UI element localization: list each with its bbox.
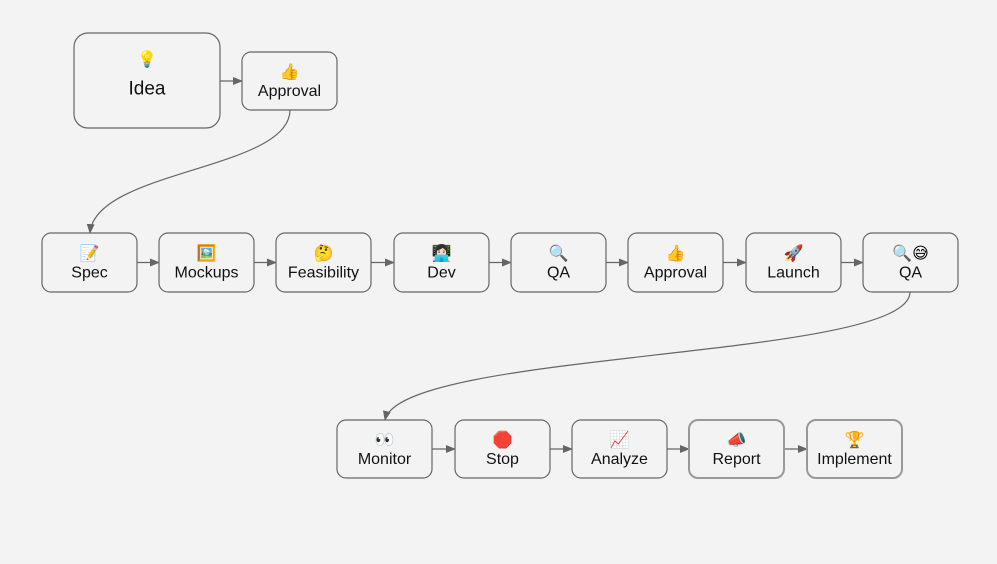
chart-increasing-icon: 📈: [610, 430, 630, 449]
eyes-icon: 👀: [375, 430, 395, 449]
thumbs-up-icon: 👍: [666, 244, 686, 263]
node-mockups[interactable]: 🖼️ Mockups: [158, 232, 255, 293]
node-qa2[interactable]: 🔍😅 QA: [862, 232, 959, 293]
node-box: [241, 51, 338, 111]
node-box: [275, 232, 372, 293]
node-label: Dev: [427, 265, 455, 282]
node-box: [393, 232, 490, 293]
node-stop[interactable]: 🛑 Stop: [454, 419, 551, 479]
trophy-icon: 🏆: [845, 430, 865, 449]
memo-icon: 📝: [80, 244, 100, 263]
node-launch[interactable]: 🚀 Launch: [745, 232, 842, 293]
node-box: [627, 232, 724, 293]
node-box: [336, 419, 433, 479]
node-label: Approval: [258, 83, 321, 100]
node-box: [158, 232, 255, 293]
node-label: Mockups: [174, 265, 238, 282]
node-box: [688, 419, 785, 479]
node-analyze[interactable]: 📈 Analyze: [571, 419, 668, 479]
node-box: [806, 419, 903, 479]
node-box: [862, 232, 959, 293]
node-approval2[interactable]: 👍 Approval: [627, 232, 724, 293]
framed-picture-icon: 🖼️: [197, 244, 217, 263]
node-dev[interactable]: 👩🏻‍💻 Dev: [393, 232, 490, 293]
node-label: Implement: [817, 451, 892, 468]
thumbs-up-icon: 👍: [280, 62, 300, 81]
node-spec[interactable]: 📝 Spec: [41, 232, 138, 293]
edge-qa2-to-monitor: [383, 291, 911, 421]
stop-sign-icon: 🛑: [493, 430, 513, 449]
edge-approval1-to-spec: [86, 109, 291, 234]
node-label: QA: [899, 265, 922, 282]
magnifying-glass-sweat-smile-icon: 🔍😅: [892, 243, 929, 263]
node-box: [510, 232, 607, 293]
node-report[interactable]: 📣 Report: [688, 419, 785, 479]
magnifying-glass-icon: 🔍: [549, 243, 569, 263]
node-label: Idea: [129, 79, 166, 100]
node-qa1[interactable]: 🔍 QA: [510, 232, 607, 293]
technologist-icon: 👩🏻‍💻: [432, 244, 452, 263]
node-box: [73, 32, 221, 129]
node-label: Stop: [486, 451, 519, 468]
node-box: [745, 232, 842, 293]
rocket-icon: 🚀: [784, 244, 804, 263]
node-feasibility[interactable]: 🤔 Feasibility: [275, 232, 372, 293]
megaphone-icon: 📣: [727, 430, 747, 449]
thinking-face-icon: 🤔: [314, 244, 334, 263]
node-implement[interactable]: 🏆 Implement: [806, 419, 903, 479]
node-box: [454, 419, 551, 479]
node-label: Monitor: [358, 451, 412, 468]
node-label: Spec: [71, 265, 107, 282]
node-label: QA: [547, 265, 570, 282]
node-label: Analyze: [591, 451, 648, 468]
node-monitor[interactable]: 👀 Monitor: [336, 419, 433, 479]
node-approval1[interactable]: 👍 Approval: [241, 51, 338, 111]
node-label: Report: [712, 451, 761, 468]
node-label: Launch: [767, 265, 820, 282]
node-box: [571, 419, 668, 479]
node-label: Approval: [644, 265, 707, 282]
node-idea[interactable]: 💡 Idea: [73, 32, 221, 129]
node-label: Feasibility: [288, 265, 359, 282]
light-bulb-icon: 💡: [137, 50, 157, 69]
node-box: [41, 232, 138, 293]
